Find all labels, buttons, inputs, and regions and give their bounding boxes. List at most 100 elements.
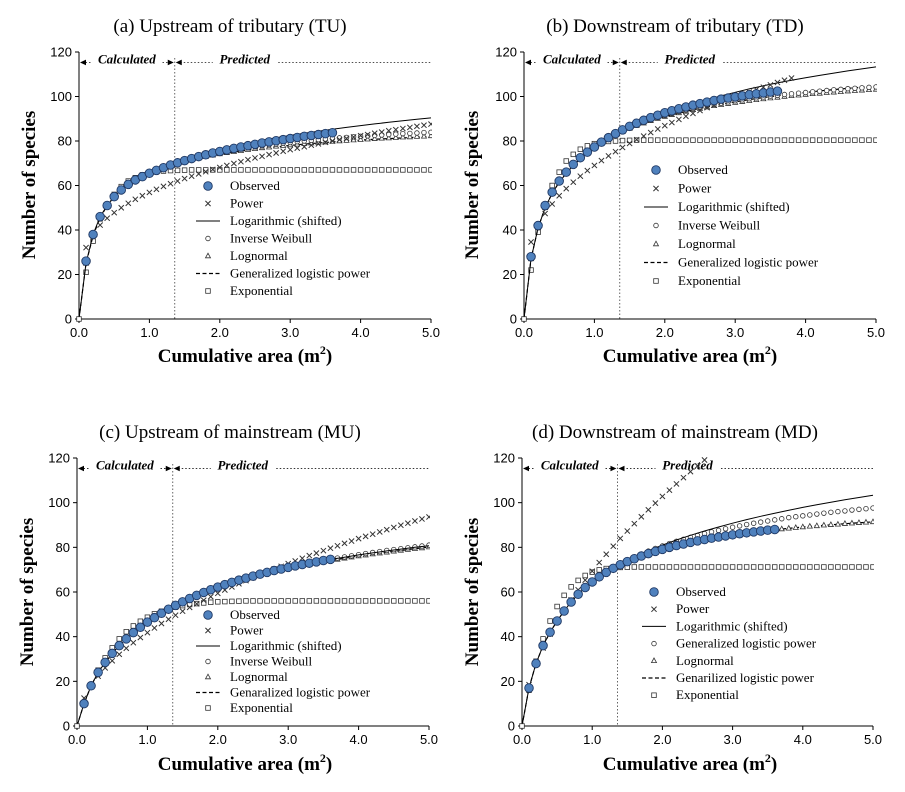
legend-label: Inverse Weibull xyxy=(230,654,312,669)
predicted-label-bg xyxy=(210,458,275,472)
weibull-point xyxy=(386,131,392,138)
exponential-point xyxy=(722,564,729,570)
exponential-point xyxy=(779,564,785,570)
power-point xyxy=(97,222,104,229)
power-point xyxy=(294,145,301,152)
power-point xyxy=(582,577,589,584)
exponential-point xyxy=(582,572,588,579)
observed-point xyxy=(587,577,597,587)
power-point xyxy=(341,540,348,547)
weibull-point xyxy=(788,91,795,97)
observed-point xyxy=(589,142,600,152)
power-point xyxy=(584,167,591,174)
weibull-point xyxy=(802,89,809,96)
power-point xyxy=(245,156,251,163)
exponential-point xyxy=(659,564,666,570)
exponential-point xyxy=(589,569,595,575)
power-point xyxy=(392,126,399,133)
power-point xyxy=(563,185,570,192)
weibull-point xyxy=(786,514,792,521)
exponential-point xyxy=(554,603,560,610)
power-point xyxy=(542,210,549,217)
exponential-point xyxy=(845,137,851,143)
power-point xyxy=(327,545,334,552)
power-point xyxy=(788,75,795,81)
exponential-point xyxy=(264,598,270,604)
y-tick-label: 20 xyxy=(501,674,515,689)
weibull-point xyxy=(781,91,788,98)
exponential-point xyxy=(831,137,837,143)
exponential-point xyxy=(245,167,251,173)
observed-point xyxy=(538,640,548,651)
power-point xyxy=(172,612,179,619)
observed-point xyxy=(156,608,167,618)
power-point xyxy=(694,462,701,469)
legend-label: Lognormal xyxy=(676,653,734,668)
x-tick-label: 4.0 xyxy=(352,325,370,340)
exponential-point xyxy=(528,267,534,273)
exponential-point xyxy=(327,598,334,604)
exponential-point xyxy=(767,137,774,143)
weibull-point xyxy=(852,85,858,91)
exponential-point xyxy=(701,564,708,570)
lognormal-point xyxy=(406,133,414,140)
power-point xyxy=(205,200,211,207)
calculated-arrowhead-left xyxy=(525,59,531,66)
weibull-point xyxy=(856,506,862,513)
power-point xyxy=(419,516,425,522)
x-axis-label: Cumulative area (m2) xyxy=(158,751,333,775)
lognormal-point xyxy=(827,521,835,527)
exponential-point xyxy=(725,137,731,143)
exponential-point xyxy=(556,169,562,175)
weibull-point xyxy=(400,130,406,137)
exponential-point xyxy=(662,137,668,143)
power-point xyxy=(355,535,362,542)
power-point xyxy=(167,180,174,187)
exponential-point xyxy=(697,137,703,143)
observed-point xyxy=(651,165,661,175)
exponential-point xyxy=(369,598,376,604)
x-tick-label: 2.0 xyxy=(211,325,229,340)
predicted-arrowhead xyxy=(620,59,627,66)
exponential-point xyxy=(753,137,760,143)
power-point xyxy=(675,116,682,123)
power-point xyxy=(104,215,111,222)
exponential-point xyxy=(188,167,195,173)
observed-point xyxy=(121,634,132,644)
exponential-point xyxy=(828,564,834,570)
observed-point xyxy=(531,658,541,669)
weibull-point xyxy=(873,84,877,90)
weibull-point xyxy=(421,129,427,136)
observed-point xyxy=(149,612,160,623)
x-tick-label: 1.0 xyxy=(583,732,601,747)
power-point xyxy=(376,528,383,535)
exponential-point xyxy=(299,598,305,604)
x-axis-label-text: Cumulative area (m xyxy=(158,346,320,367)
power-point xyxy=(666,487,673,494)
x-axis-label-close: ) xyxy=(771,754,777,775)
predicted-arrowhead xyxy=(618,465,625,472)
observed-point xyxy=(559,606,569,616)
exponential-point xyxy=(426,598,430,604)
power-point xyxy=(364,131,371,138)
exponential-point xyxy=(348,598,355,604)
calculated-arrowhead-left xyxy=(523,465,529,472)
observed-point xyxy=(93,667,103,678)
lognormal-point xyxy=(420,132,428,139)
power-point xyxy=(334,542,341,549)
lognormal-point xyxy=(806,522,813,529)
lognormal-point xyxy=(820,521,828,528)
lognormal-point xyxy=(834,520,842,527)
exponential-point xyxy=(292,598,298,604)
exponential-point xyxy=(285,598,291,604)
power-point xyxy=(144,629,151,636)
power-point xyxy=(200,597,207,604)
y-tick-label: 20 xyxy=(503,267,517,282)
power-point xyxy=(223,162,230,169)
exponential-point xyxy=(715,564,722,570)
exponential-point xyxy=(676,137,682,143)
exponential-point xyxy=(428,167,432,173)
power-point xyxy=(266,151,273,158)
legend-label: Logarithmic (shifted) xyxy=(230,638,342,653)
power-point xyxy=(631,520,638,527)
